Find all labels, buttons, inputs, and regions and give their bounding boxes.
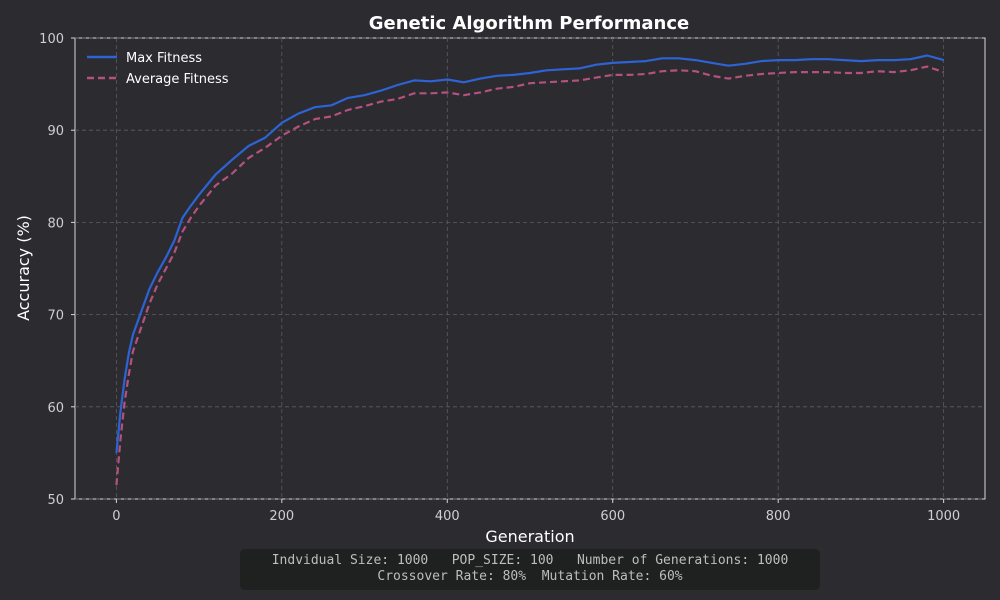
- legend-label-average-fitness: Average Fitness: [126, 72, 229, 87]
- info-line-2: Crossover Rate: 80% Mutation Rate: 60%: [377, 569, 683, 584]
- x-tick-label: 200: [269, 509, 294, 524]
- y-tick-label: 100: [39, 32, 64, 47]
- x-tick-label: 800: [766, 509, 791, 524]
- y-tick-label: 60: [47, 401, 64, 416]
- chart-title: Genetic Algorithm Performance: [369, 13, 690, 34]
- info-line-1: Indvidual Size: 1000 POP_SIZE: 100 Numbe…: [271, 553, 789, 568]
- x-tick-label: 1000: [927, 509, 960, 524]
- legend: Max Fitness Average Fitness: [87, 51, 229, 87]
- grid: [75, 37, 985, 500]
- series-line-average-fitness: [115, 65, 944, 486]
- ticks: 0 200 400 600 800 1000 50 60 70 80 90 100: [39, 32, 960, 524]
- y-tick-label: 80: [47, 216, 64, 231]
- x-tick-label: 0: [112, 509, 120, 524]
- series-line-max-fitness: [115, 54, 944, 454]
- x-tick-label: 400: [435, 509, 460, 524]
- parameters-info-box: Indvidual Size: 1000 POP_SIZE: 100 Numbe…: [240, 549, 820, 590]
- y-tick-label: 50: [47, 493, 64, 508]
- y-tick-label: 70: [47, 309, 64, 324]
- plot-area: [74, 37, 986, 500]
- x-axis-label: Generation: [485, 527, 574, 546]
- x-tick-label: 600: [600, 509, 625, 524]
- y-tick-label: 90: [47, 124, 64, 139]
- y-axis-label: Accuracy (%): [14, 215, 33, 321]
- series-lines: [115, 54, 944, 486]
- legend-label-max-fitness: Max Fitness: [126, 51, 202, 66]
